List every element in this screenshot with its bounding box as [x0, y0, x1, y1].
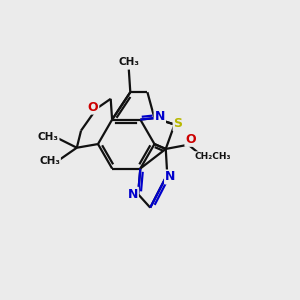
Text: O: O [88, 100, 98, 114]
Text: N: N [154, 110, 165, 123]
Text: O: O [185, 133, 196, 146]
Text: CH₃: CH₃ [39, 156, 60, 166]
Text: S: S [174, 117, 183, 130]
Text: N: N [128, 188, 138, 201]
Text: CH₃: CH₃ [38, 132, 58, 142]
Text: CH₃: CH₃ [118, 57, 139, 67]
Text: N: N [165, 170, 175, 184]
Text: CH₂CH₃: CH₂CH₃ [194, 152, 231, 161]
